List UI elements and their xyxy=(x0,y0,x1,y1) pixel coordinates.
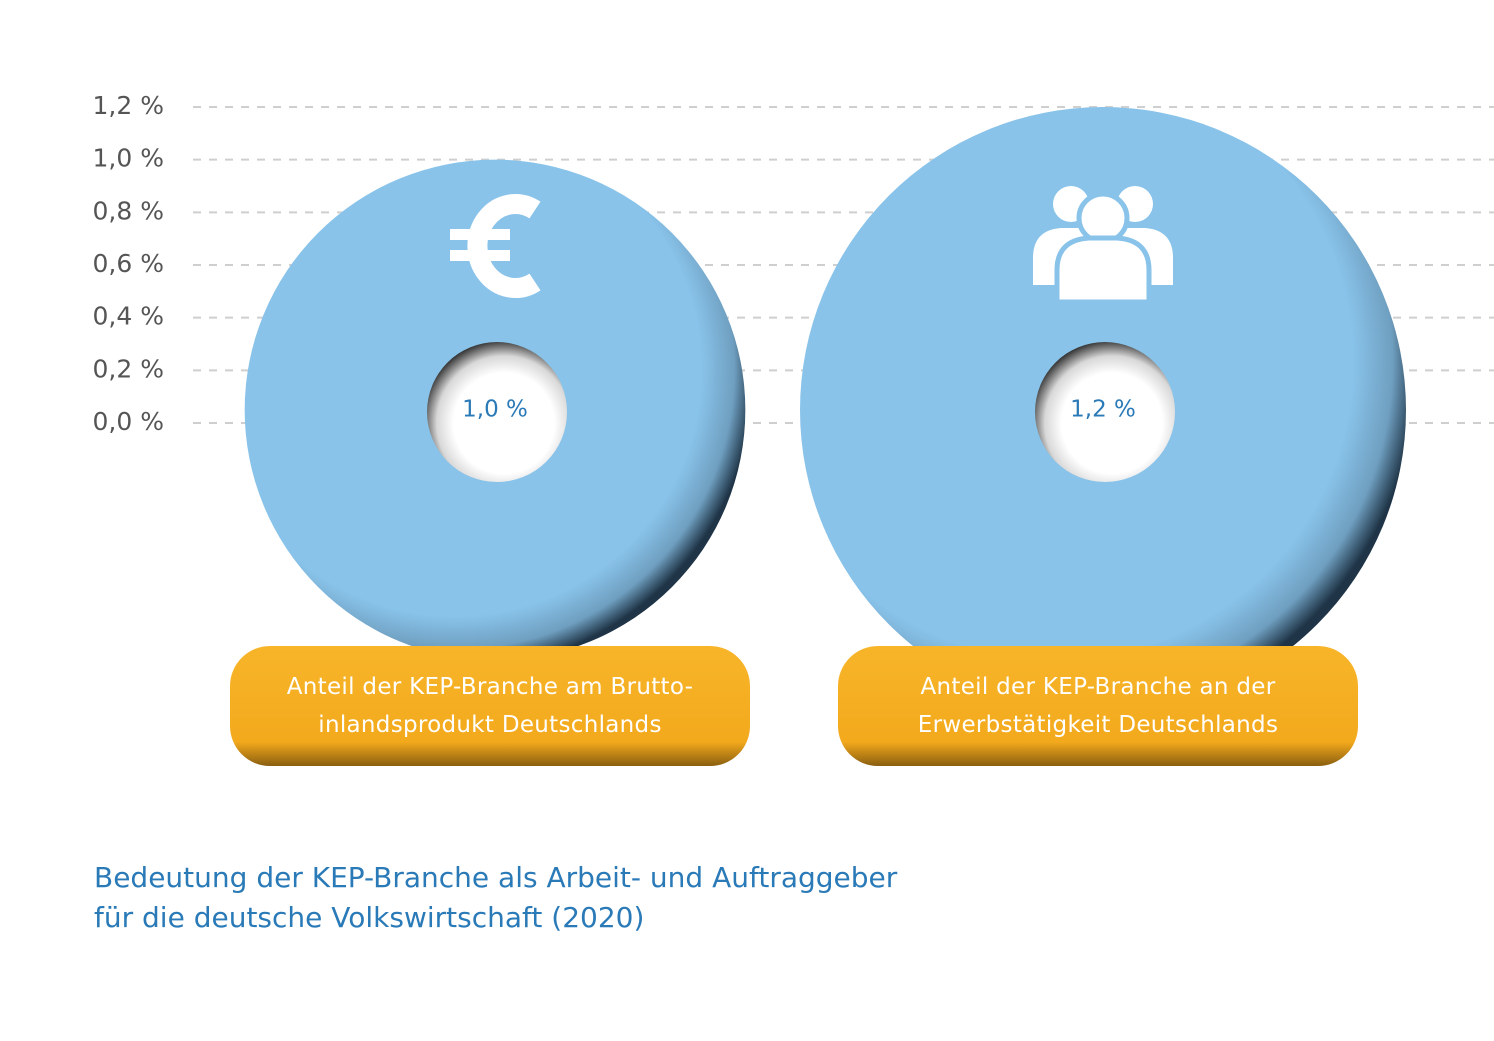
y-tick-label: 0,6 % xyxy=(93,249,164,278)
person-body xyxy=(1054,235,1152,305)
marks: 1,0 % 1,2 % xyxy=(230,107,1406,766)
euro-icon xyxy=(467,194,541,298)
y-tick-label: 0,2 % xyxy=(93,354,164,383)
y-tick-label: 1,0 % xyxy=(93,144,164,173)
y-tick-label: 0,8 % xyxy=(93,196,164,225)
y-tick-label: 1,2 % xyxy=(93,91,164,120)
y-tick-label: 0,4 % xyxy=(93,302,164,331)
euro-bar xyxy=(450,250,510,261)
category-label: Anteil der KEP-Branche an der Erwerbstät… xyxy=(917,674,1279,738)
label-box xyxy=(838,646,1358,766)
value-label: 1,2 % xyxy=(1070,397,1136,423)
grid: 0,0 % 0,2 % 0,4 % 0,6 % 0,8 % 1,0 % 1,2 % xyxy=(93,91,1494,436)
value-label: 1,0 % xyxy=(462,397,528,423)
disc-hole xyxy=(1035,342,1175,482)
person-head xyxy=(1076,191,1130,245)
euro-bar xyxy=(450,229,510,240)
y-tick-label: 0,0 % xyxy=(93,407,164,436)
caption: Bedeutung der KEP-Branche als Arbeit- un… xyxy=(94,861,898,934)
disc-hole xyxy=(427,342,567,482)
category-label: Anteil der KEP-Branche am Brutto- inland… xyxy=(286,674,694,738)
label-box xyxy=(230,646,750,766)
